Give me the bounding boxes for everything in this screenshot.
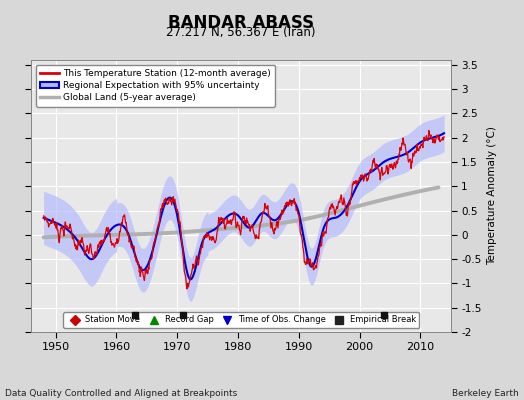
Text: 27.217 N, 56.367 E (Iran): 27.217 N, 56.367 E (Iran) [166,26,316,39]
Text: Berkeley Earth: Berkeley Earth [452,389,519,398]
Text: Data Quality Controlled and Aligned at Breakpoints: Data Quality Controlled and Aligned at B… [5,389,237,398]
Y-axis label: Temperature Anomaly (°C): Temperature Anomaly (°C) [487,126,497,266]
Text: BANDAR ABASS: BANDAR ABASS [168,14,314,32]
Legend: Station Move, Record Gap, Time of Obs. Change, Empirical Break: Station Move, Record Gap, Time of Obs. C… [63,312,419,328]
